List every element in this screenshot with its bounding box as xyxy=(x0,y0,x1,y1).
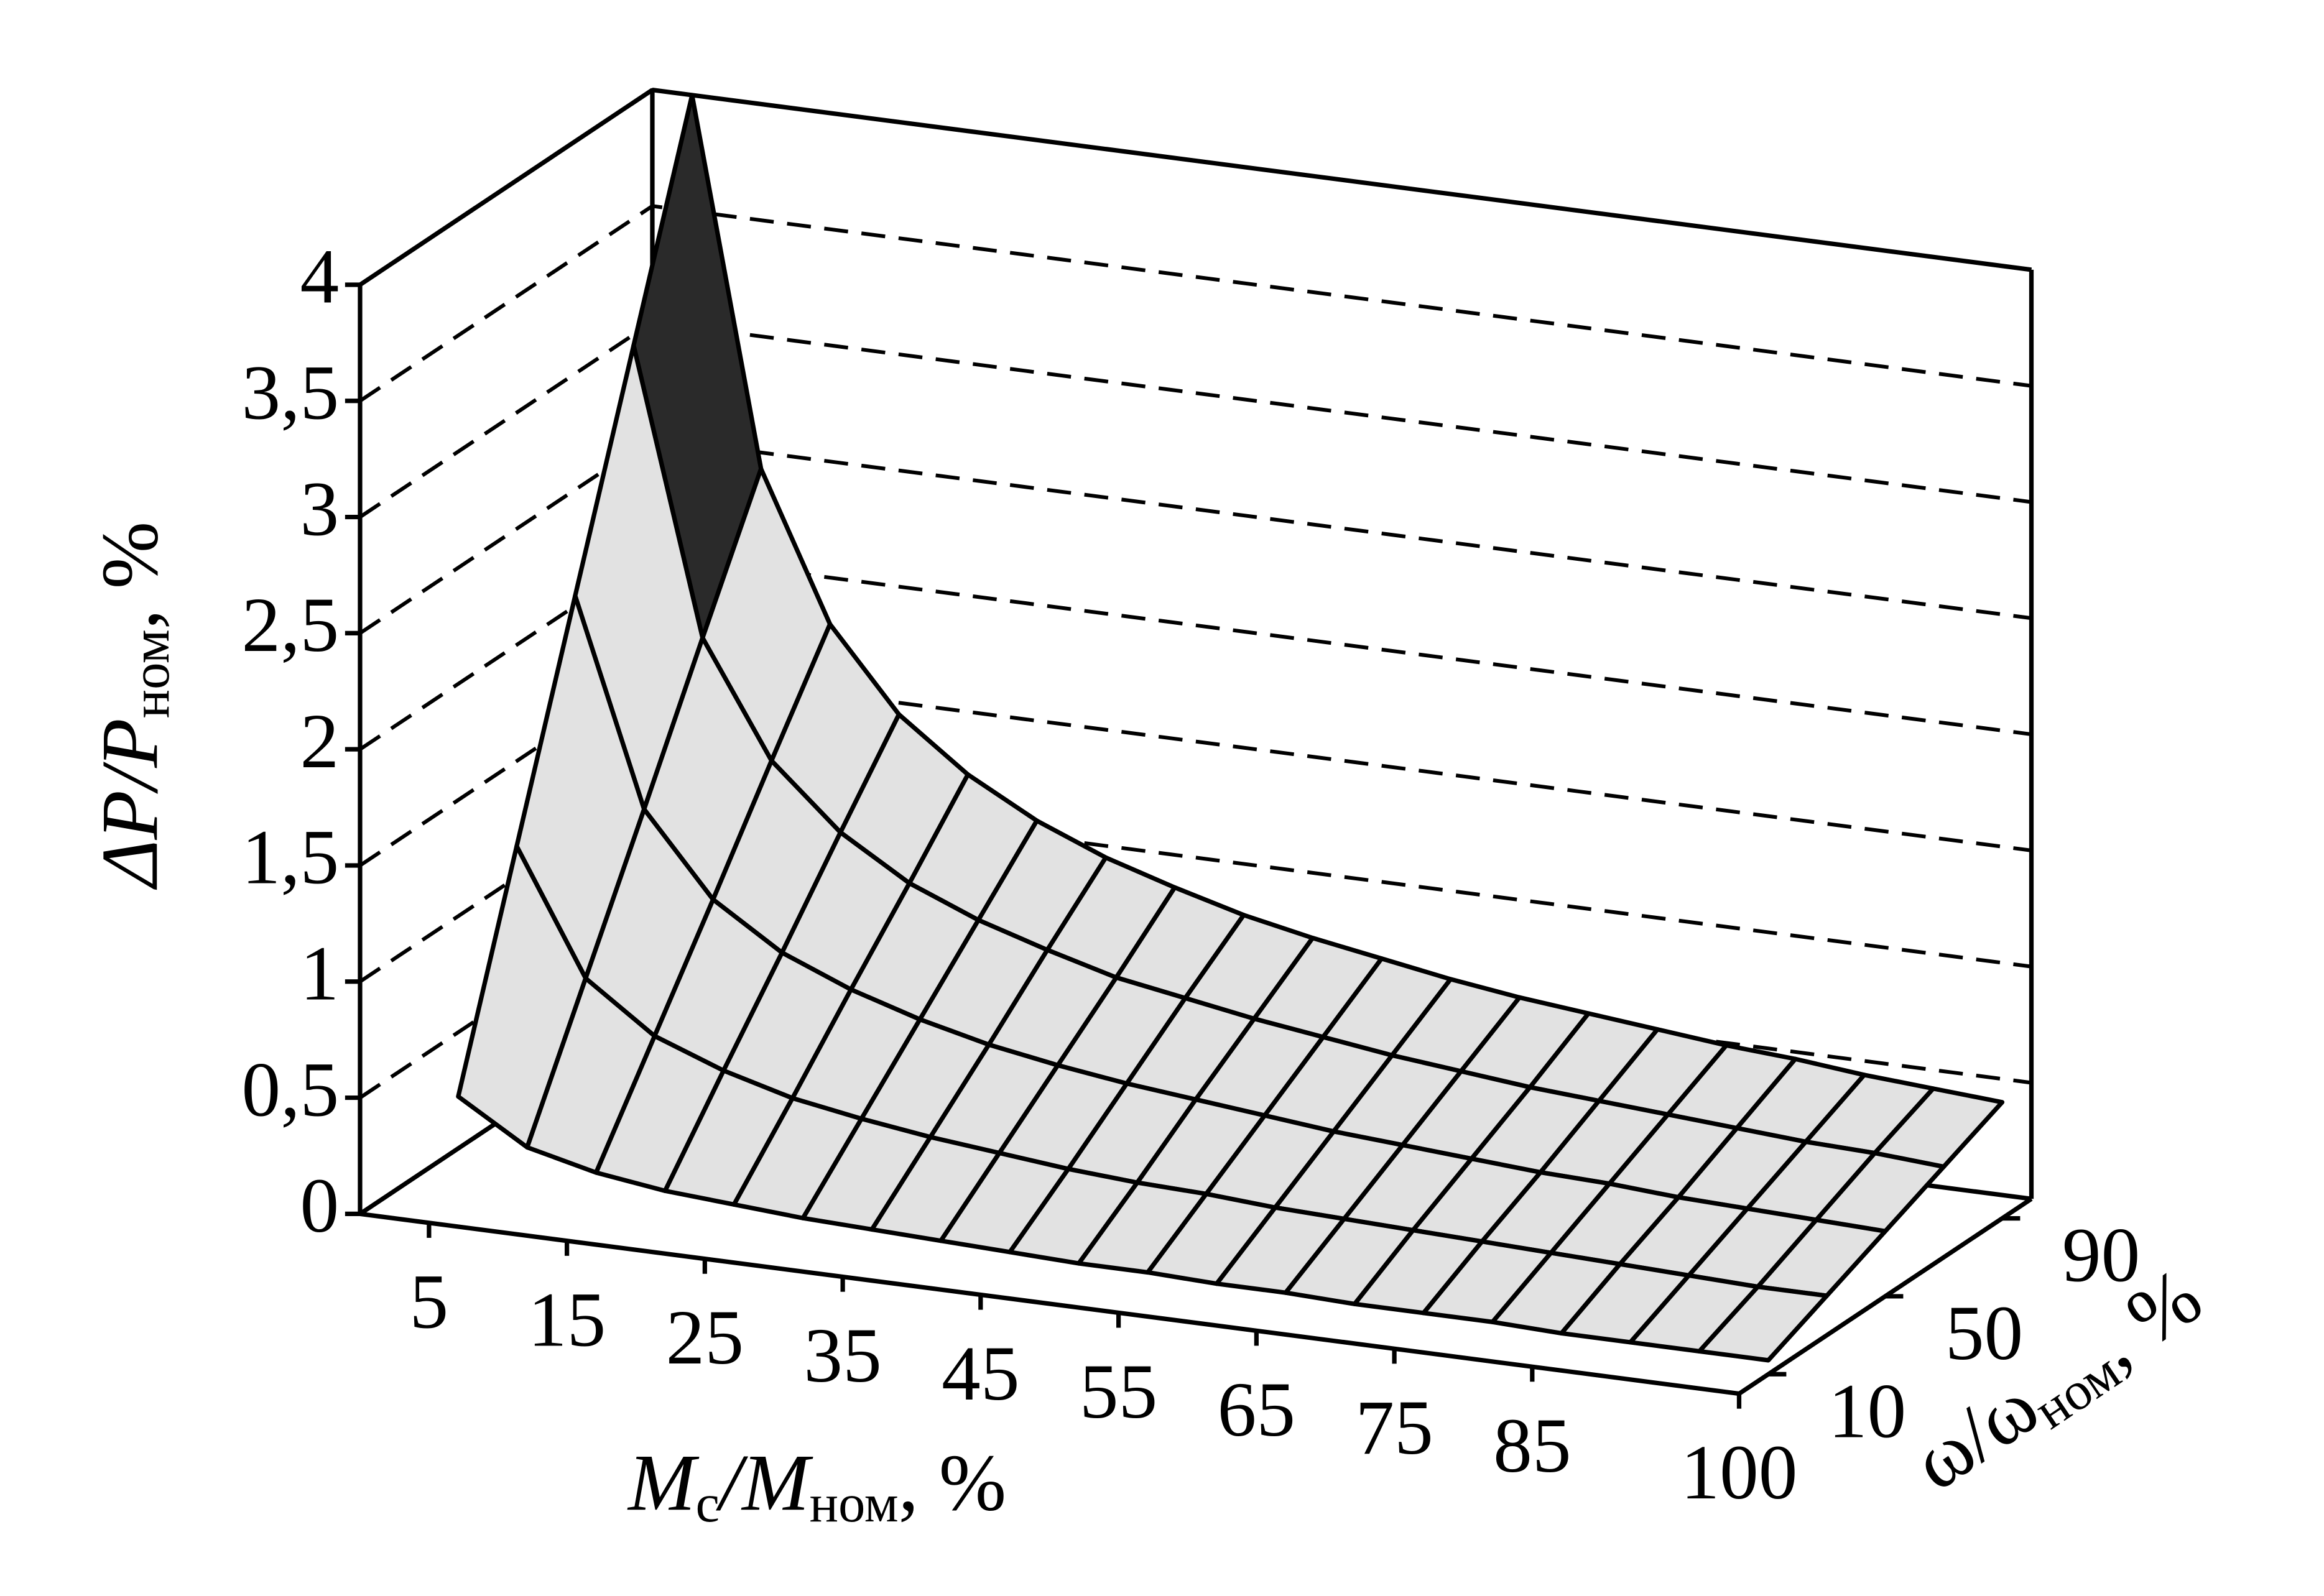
x-label-main: M xyxy=(627,1438,700,1528)
x-tick-label: 25 xyxy=(666,1294,744,1381)
z-tick-label: 1,5 xyxy=(242,814,340,901)
z-tick-label: 1 xyxy=(300,931,340,1017)
z-tick-label: 0,5 xyxy=(242,1046,340,1133)
x-label-mid: /M xyxy=(716,1438,813,1528)
x-label-unit: , % xyxy=(899,1438,1006,1528)
z-label-sub: ном xyxy=(121,629,180,718)
x-tick-label: 75 xyxy=(1355,1385,1433,1471)
x-tick-label: 35 xyxy=(803,1312,881,1399)
y-tick-label: 50 xyxy=(1945,1290,2023,1377)
x-tick-label: 65 xyxy=(1218,1367,1295,1453)
x-label-sub1: c xyxy=(696,1474,720,1533)
x-tick-label: 45 xyxy=(942,1331,1019,1417)
x-label-sub2: ном xyxy=(810,1474,899,1533)
x-tick-label: 55 xyxy=(1080,1349,1157,1435)
z-label-main: ΔP/P xyxy=(85,718,175,890)
z-tick-label: 3 xyxy=(300,466,340,552)
y-label-main: ω/ω xyxy=(1897,1361,2054,1507)
z-tick-label: 2 xyxy=(300,698,340,785)
x-tick-label: 85 xyxy=(1493,1403,1571,1489)
x-tick-label: 100 xyxy=(1680,1429,1797,1516)
x-tick-label: 15 xyxy=(528,1276,606,1363)
x-axis-label: Mc/Mном, % xyxy=(627,1438,1006,1533)
z-tick-label: 3,5 xyxy=(242,350,340,436)
grid-line xyxy=(359,204,2032,403)
floor-front-edge xyxy=(359,1211,1739,1396)
z-tick-label: 0 xyxy=(300,1163,340,1249)
z-tick-label: 2,5 xyxy=(242,582,340,668)
z-tick-label: 4 xyxy=(300,234,340,320)
z-axis-label: ΔP/Pном, % xyxy=(85,522,180,890)
y-tick-label: 10 xyxy=(1828,1368,1906,1454)
z-label-unit: , % xyxy=(85,522,175,629)
x-tick-label: 5 xyxy=(410,1258,449,1345)
grid-line xyxy=(359,88,2032,287)
surface-cell xyxy=(1697,1285,1830,1363)
back-wall-top-edge xyxy=(652,88,2032,272)
y-tick-label: 90 xyxy=(2062,1212,2140,1299)
